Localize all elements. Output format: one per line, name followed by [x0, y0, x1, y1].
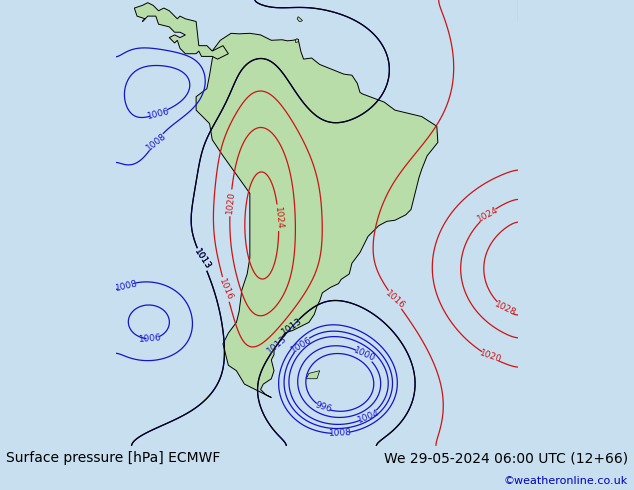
Text: 1024: 1024: [476, 205, 500, 224]
Text: 1006: 1006: [146, 106, 171, 121]
Polygon shape: [196, 33, 438, 397]
Text: 1028: 1028: [493, 300, 517, 318]
Text: 1013: 1013: [192, 247, 212, 271]
Text: 1008: 1008: [114, 279, 139, 293]
Polygon shape: [134, 2, 228, 59]
Text: 996: 996: [313, 400, 333, 414]
Polygon shape: [306, 371, 320, 379]
Text: ©weatheronline.co.uk: ©weatheronline.co.uk: [503, 476, 628, 486]
Text: 1020: 1020: [225, 191, 236, 215]
Polygon shape: [519, 0, 545, 27]
Text: Surface pressure [hPa] ECMWF: Surface pressure [hPa] ECMWF: [6, 451, 221, 465]
Text: 1000: 1000: [352, 346, 377, 364]
Text: 1013: 1013: [280, 317, 304, 337]
Text: 1006: 1006: [289, 335, 314, 354]
Polygon shape: [297, 17, 302, 22]
Text: 1013: 1013: [266, 334, 289, 356]
Text: 1020: 1020: [478, 348, 502, 365]
Polygon shape: [295, 39, 299, 43]
Text: 1024: 1024: [273, 206, 284, 229]
Text: 1008: 1008: [144, 131, 168, 152]
Text: 1016: 1016: [217, 277, 235, 302]
Text: 1008: 1008: [329, 428, 353, 438]
Text: 1016: 1016: [384, 289, 406, 311]
Text: 1006: 1006: [139, 333, 162, 344]
Text: 1004: 1004: [356, 408, 381, 424]
Text: 1013: 1013: [192, 247, 212, 271]
Text: We 29-05-2024 06:00 UTC (12+66): We 29-05-2024 06:00 UTC (12+66): [384, 451, 628, 465]
